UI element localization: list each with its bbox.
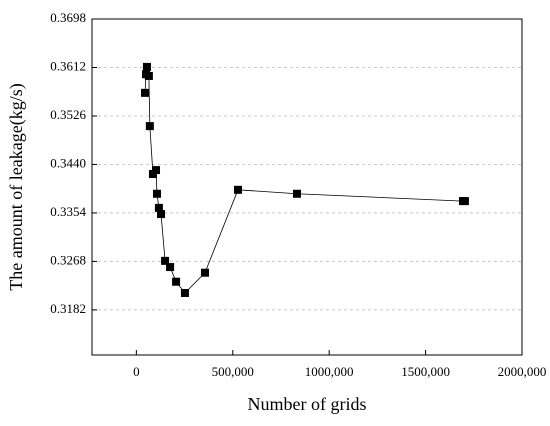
y-tick-label: 0.3612 <box>50 58 86 73</box>
x-tick-label: 500,000 <box>212 364 254 379</box>
plot-frame <box>91 18 523 356</box>
point <box>172 277 181 286</box>
point <box>152 166 161 175</box>
point <box>460 197 469 206</box>
y-tick-label: 0.3698 <box>50 10 86 25</box>
point <box>161 256 170 265</box>
y-tick-label: 0.3182 <box>50 301 86 316</box>
point <box>200 268 209 277</box>
x-tick-label: 1500,000 <box>401 364 450 379</box>
y-tick-label: 0.3268 <box>50 252 86 267</box>
point <box>142 62 151 71</box>
point <box>233 185 242 194</box>
x-axis-label: Number of grids <box>248 394 367 414</box>
series-line <box>144 66 465 294</box>
point <box>157 210 166 219</box>
y-tick-label: 0.3526 <box>50 107 86 122</box>
x-tick-label: 1000,000 <box>305 364 354 379</box>
point <box>144 71 153 80</box>
point <box>141 88 150 97</box>
y-axis-label: The amount of leakage(kg/s) <box>6 83 27 290</box>
point <box>292 189 301 198</box>
x-tick-label: 0 <box>133 364 140 379</box>
point <box>180 288 189 297</box>
point <box>152 189 161 198</box>
point <box>166 263 175 272</box>
point <box>154 203 163 212</box>
y-tick-label: 0.3354 <box>50 204 86 219</box>
y-tick-label: 0.3440 <box>50 155 86 170</box>
point <box>145 122 154 131</box>
x-tick-label: 2000,000 <box>498 364 547 379</box>
